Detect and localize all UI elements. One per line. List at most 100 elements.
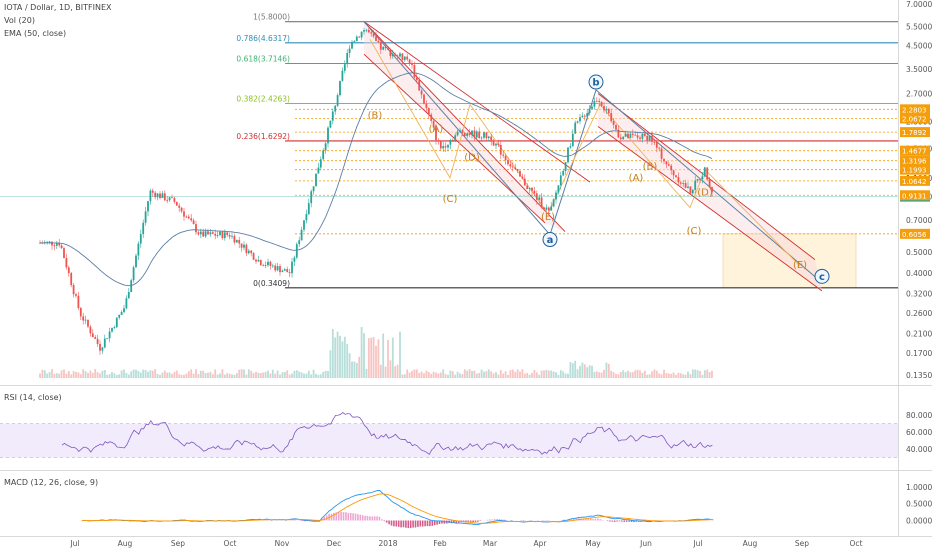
candle-body [173, 197, 176, 202]
candle-body [156, 193, 159, 198]
candle-body [276, 266, 279, 271]
candle-body [240, 243, 243, 248]
candle-body [615, 124, 617, 130]
candle-body [437, 140, 440, 142]
volume-bar [507, 374, 509, 378]
rsi-axis-tick-label: 80.0000 [906, 411, 932, 420]
candle-body [108, 331, 111, 339]
macd-histogram-bar [465, 520, 467, 522]
macd-histogram-bar [585, 518, 587, 521]
candle-body [353, 40, 356, 42]
candle-body [305, 214, 308, 221]
volume-bar [667, 373, 670, 378]
volume-bar [226, 373, 229, 378]
macd-indicator-label[interactable]: MACD (12, 26, close, 9) [4, 478, 99, 487]
candle-body [77, 295, 80, 309]
volume-bar [672, 372, 675, 378]
price-badge-label: 1.4677 [902, 148, 927, 156]
macd-histogram-bar [431, 520, 434, 526]
volume-bar [106, 374, 109, 378]
volume-bar [365, 368, 368, 378]
candle-body [423, 94, 425, 104]
volume-bar [79, 374, 82, 378]
macd-signal-line [81, 493, 714, 524]
volume-bar [300, 372, 303, 378]
volume-bar [643, 370, 646, 378]
candle-body [643, 133, 646, 136]
macd-histogram-bar [409, 520, 412, 529]
volume-bar [322, 372, 325, 378]
volume-bar [475, 373, 478, 378]
candle-body [418, 80, 421, 91]
candle-body [384, 46, 387, 48]
fibonacci-level-label: 0.786(4.6317) [236, 34, 290, 43]
macd-histogram-bar [390, 520, 393, 526]
volume-bar [653, 369, 656, 378]
macd-histogram-bar [635, 520, 638, 522]
time-axis-tick-label: Jul [692, 539, 702, 548]
fibonacci-level-label: 0.618(3.7146) [236, 55, 290, 64]
candle-body [149, 190, 152, 202]
candle-body [571, 133, 574, 147]
rsi-indicator-label[interactable]: RSI (14, close) [4, 393, 62, 402]
macd-histogram-bar [323, 516, 326, 521]
wave-label: (B) [643, 162, 658, 173]
candle-body [370, 32, 373, 34]
candle-body [430, 114, 433, 121]
candle-body [598, 100, 601, 102]
candle-body [319, 159, 322, 168]
macd-histogram-bar [606, 520, 609, 522]
candle-body [281, 270, 284, 273]
volume-bar [187, 371, 190, 378]
candle-body [492, 141, 495, 146]
macd-histogram-bar [321, 518, 323, 521]
macd-histogram-bar [369, 516, 371, 521]
volume-bar [60, 370, 63, 378]
wave-point-label: b [592, 78, 599, 89]
volume-bar [495, 372, 497, 378]
volume-bar [279, 374, 281, 378]
volume-bar [233, 374, 236, 378]
candle-body [63, 248, 65, 259]
price-badge-label: 0.6056 [902, 231, 927, 239]
candle-body [646, 135, 649, 141]
candle-body [125, 298, 128, 309]
volume-bar [63, 369, 65, 378]
volume-bar [456, 371, 459, 378]
volume-bar [118, 374, 121, 378]
candle-body [142, 222, 145, 235]
wave-label: (D) [464, 153, 480, 164]
candle-body [687, 186, 689, 188]
candle-body [451, 139, 454, 141]
rsi-axis-tick-label: 60.0000 [906, 428, 932, 437]
volume-bar [550, 370, 553, 378]
volume-bar [547, 370, 550, 378]
macd-histogram-bar [613, 520, 616, 522]
candle-body [552, 199, 555, 207]
candle-body [190, 218, 193, 221]
volume-indicator-label[interactable]: Vol (20) [4, 16, 35, 25]
volume-bar [245, 374, 248, 378]
candle-body [269, 261, 272, 266]
volume-bar [545, 369, 548, 378]
volume-bar [228, 373, 231, 378]
time-axis-tick-label: Aug [118, 539, 133, 548]
price-scale-panel [898, 0, 932, 550]
candle-body [533, 190, 536, 194]
volume-bar [483, 371, 485, 378]
volume-bar [619, 372, 622, 378]
macd-histogram-bar [364, 515, 366, 521]
volume-bar [612, 372, 615, 378]
volume-bar [679, 373, 682, 378]
candle-body [223, 232, 226, 239]
candle-body [219, 231, 221, 236]
price-badge [900, 113, 930, 124]
ema-indicator-label[interactable]: EMA (50, close) [4, 29, 67, 38]
volume-bar [427, 371, 430, 378]
volume-bar [147, 371, 149, 378]
time-axis-tick-label: Oct [850, 539, 863, 548]
candle-body [708, 179, 711, 188]
volume-bar [298, 371, 301, 378]
candle-body [399, 53, 401, 57]
